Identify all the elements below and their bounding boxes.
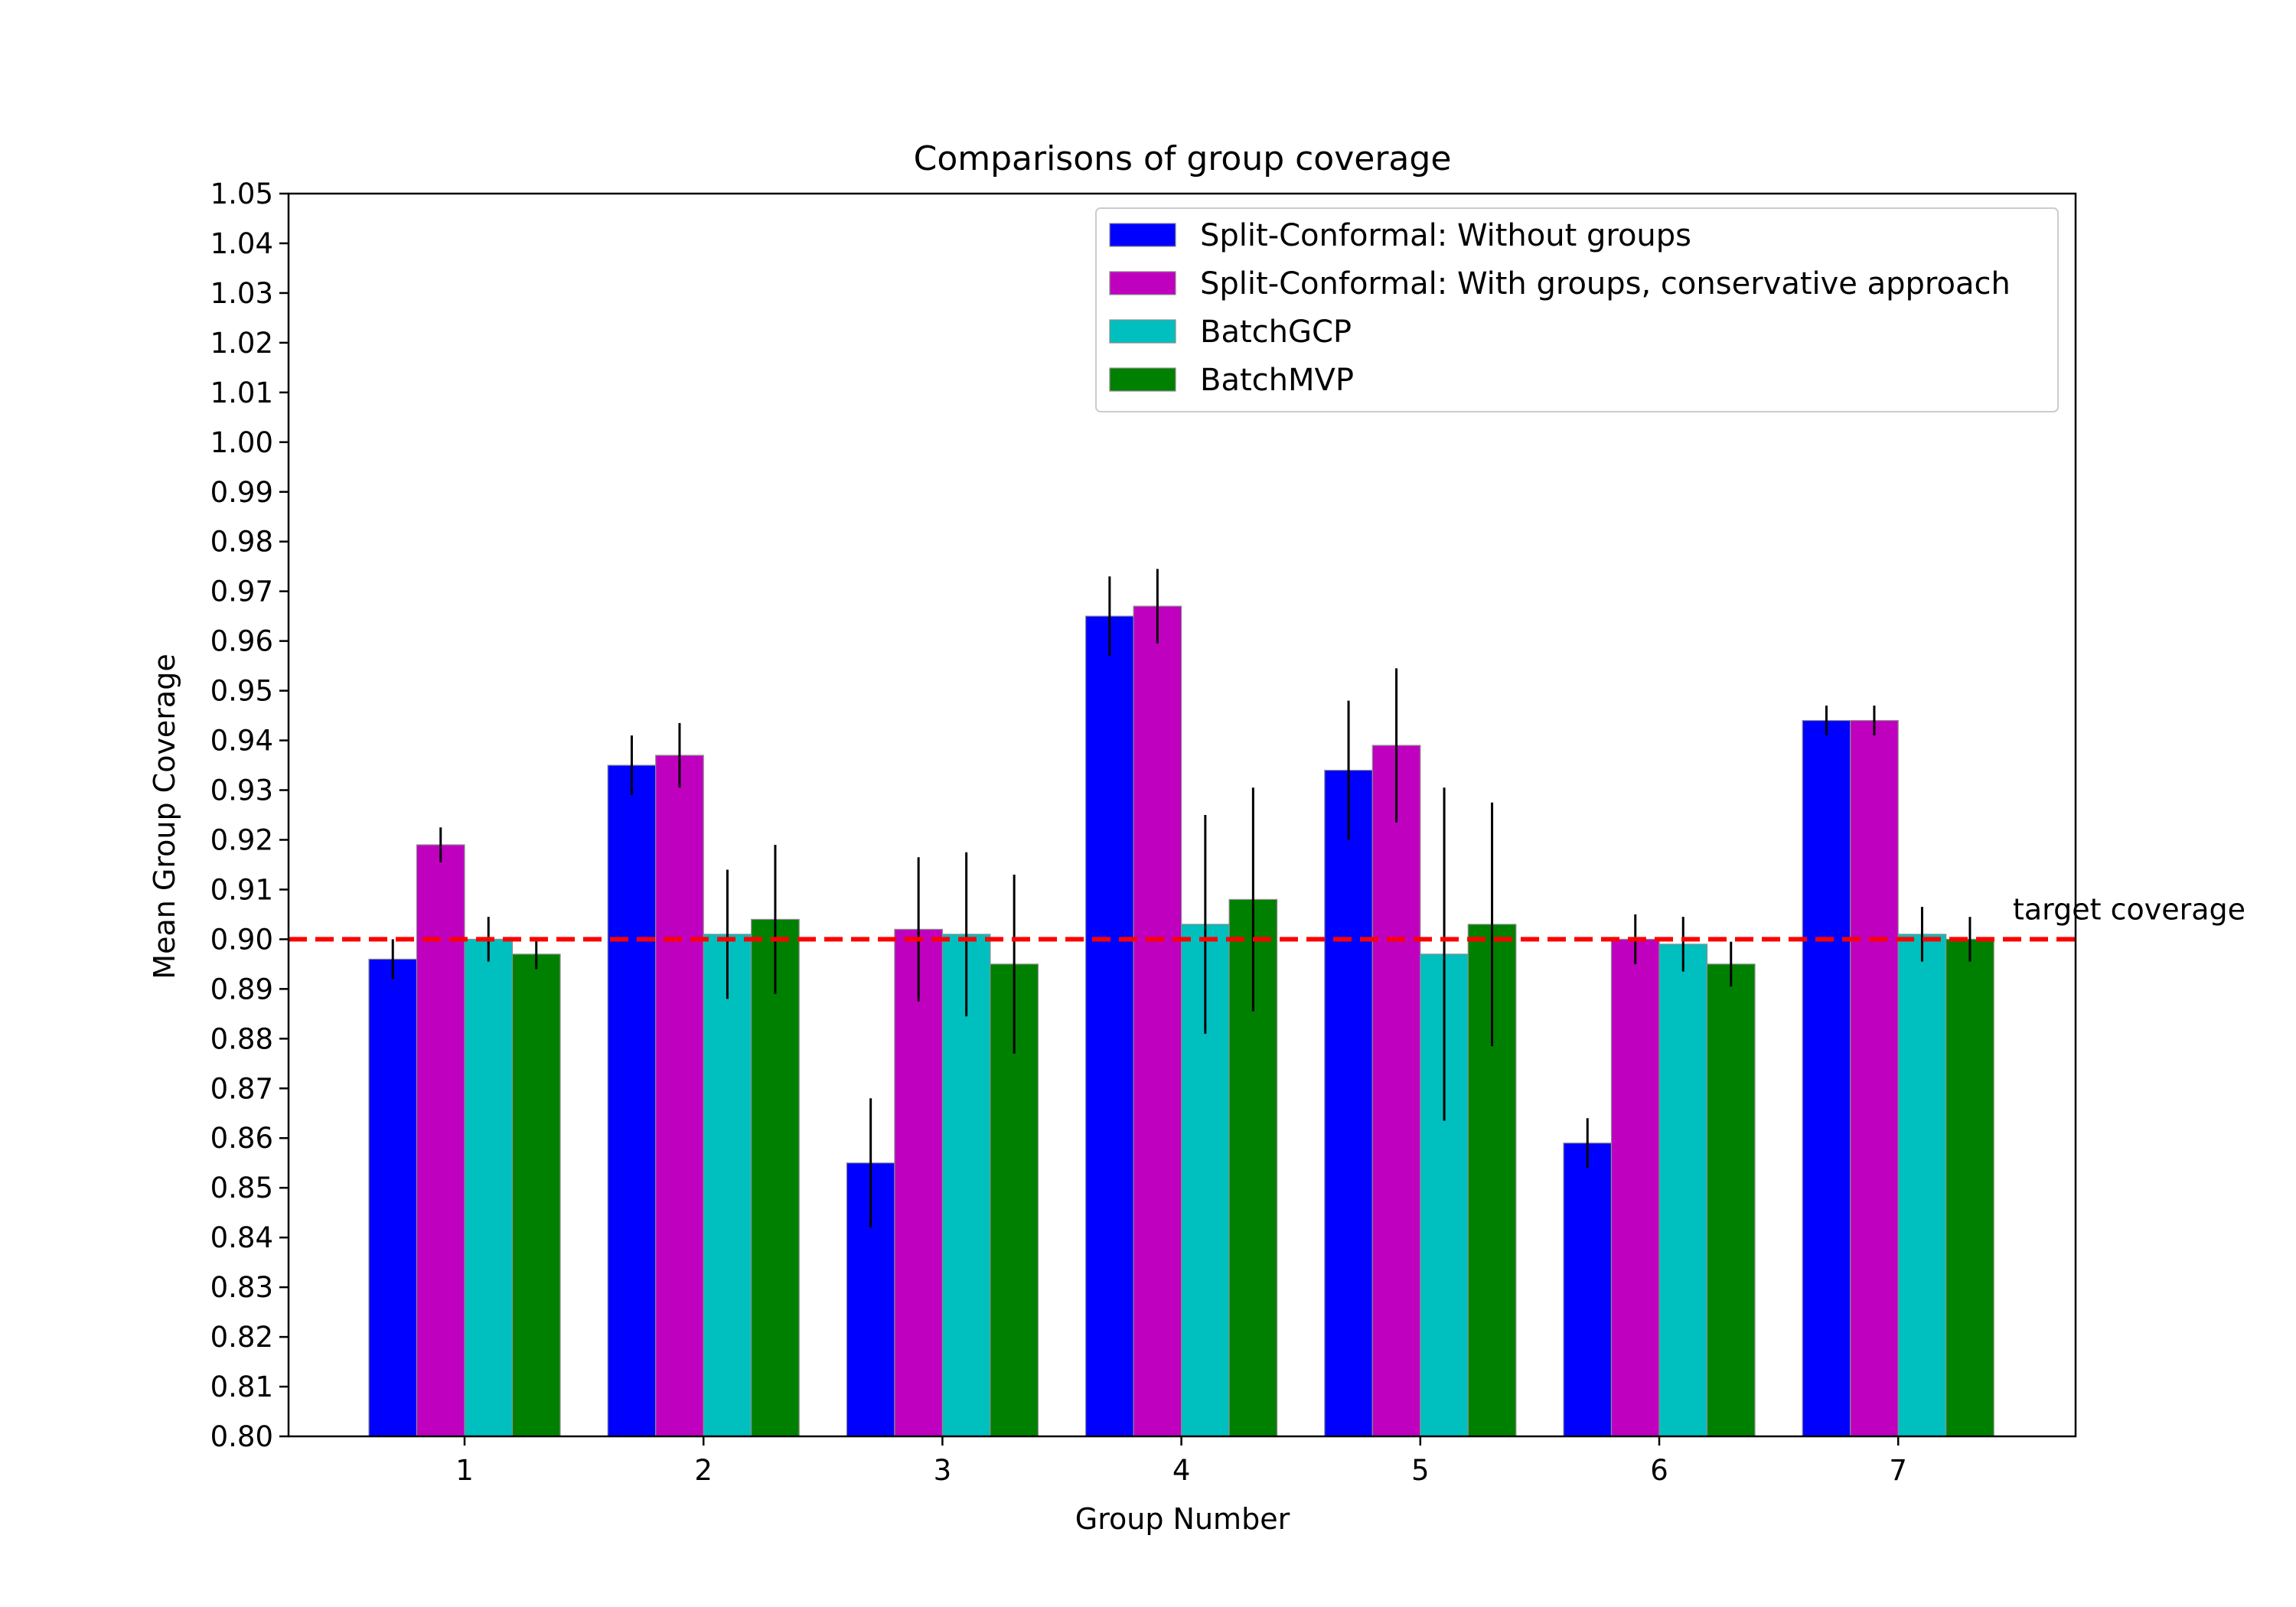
y-tick-label: 0.86 [210, 1122, 273, 1155]
bar-s2-g1 [416, 844, 465, 1437]
bar-s3-g1 [464, 938, 514, 1437]
bar-s3-g3 [941, 934, 991, 1437]
y-tick-label: 1.02 [210, 327, 273, 360]
legend-label-2: Split-Conformal: With groups, conservati… [1200, 266, 2011, 302]
chart-title: Comparisons of group coverage [914, 139, 1452, 178]
y-tick-label: 0.80 [210, 1420, 273, 1453]
bar-s2-g4 [1133, 605, 1182, 1437]
bar-s1-g5 [1324, 769, 1373, 1437]
y-tick-label: 0.90 [210, 923, 273, 956]
y-tick-label: 0.98 [210, 526, 273, 559]
bar-s1-g1 [368, 958, 418, 1437]
legend-label-1: Split-Conformal: Without groups [1200, 218, 1691, 253]
x-tick-label: 3 [934, 1454, 952, 1487]
y-axis-label: Mean Group Coverage [148, 654, 181, 979]
x-tick-label: 5 [1411, 1454, 1430, 1487]
y-tick-label: 1.05 [210, 178, 273, 210]
x-tick-label: 1 [455, 1454, 474, 1487]
bar-s3-g7 [1897, 934, 1947, 1437]
bar-s4-g1 [511, 953, 561, 1437]
y-tick-label: 0.99 [210, 476, 273, 509]
x-axis-label: Group Number [1075, 1502, 1290, 1536]
legend-box [1095, 207, 2059, 412]
bar-s4-g7 [1945, 938, 1994, 1437]
y-tick-label: 0.82 [210, 1321, 273, 1354]
legend-label-3: BatchGCP [1200, 315, 1352, 350]
y-tick-label: 0.81 [210, 1371, 273, 1403]
x-tick-label: 4 [1172, 1454, 1191, 1487]
bar-s2-g3 [894, 928, 944, 1437]
x-tick-label: 2 [694, 1454, 713, 1487]
y-tick-label: 0.94 [210, 725, 273, 758]
legend-swatch-4 [1109, 367, 1176, 392]
bar-s1-g6 [1563, 1143, 1613, 1437]
y-tick-label: 0.91 [210, 873, 273, 906]
y-tick-label: 0.87 [210, 1072, 273, 1105]
bar-s2-g2 [655, 755, 704, 1437]
y-tick-label: 0.85 [210, 1172, 273, 1204]
y-tick-label: 0.92 [210, 823, 273, 856]
bar-s4-g2 [751, 918, 800, 1437]
y-tick-label: 1.01 [210, 376, 273, 409]
bar-s3-g6 [1658, 944, 1708, 1437]
legend-label-4: BatchMVP [1200, 363, 1354, 398]
y-tick-label: 0.96 [210, 625, 273, 658]
bar-s1-g2 [607, 764, 657, 1437]
y-tick-label: 0.84 [210, 1221, 273, 1254]
y-tick-label: 0.88 [210, 1022, 273, 1055]
y-axis: 0.80 0.81 0.82 0.83 0.84 0.85 0.86 0.87 0.88 0.89… [210, 178, 289, 1453]
y-tick-label: 0.97 [210, 575, 273, 608]
bar-s3-g2 [703, 934, 752, 1437]
bar-s2-g5 [1371, 745, 1421, 1437]
legend-swatch-2 [1109, 271, 1176, 295]
y-tick-label: 1.00 [210, 426, 273, 459]
y-tick-label: 0.83 [210, 1271, 273, 1304]
y-tick-label: 0.89 [210, 973, 273, 1006]
bars-layer [368, 605, 1994, 1437]
y-tick-label: 1.04 [210, 227, 273, 260]
bar-s2-g7 [1850, 719, 1899, 1437]
legend-swatch-3 [1109, 319, 1176, 344]
x-tick-label: 6 [1650, 1454, 1668, 1487]
y-tick-label: 1.03 [210, 277, 273, 310]
y-tick-label: 0.93 [210, 774, 273, 807]
x-tick-label: 7 [1889, 1454, 1907, 1487]
x-axis: 1 2 3 4 5 6 7 [455, 1436, 1907, 1487]
y-tick-label: 0.95 [210, 675, 273, 708]
legend: Split-Conformal: Without groups Split-Con… [1095, 207, 2059, 412]
legend-swatch-1 [1109, 223, 1176, 247]
bar-s1-g4 [1084, 615, 1134, 1437]
bar-s2-g6 [1610, 938, 1660, 1437]
bar-s1-g7 [1802, 719, 1851, 1437]
target-coverage-label: target coverage [2013, 892, 2245, 926]
bar-s4-g6 [1706, 963, 1756, 1437]
